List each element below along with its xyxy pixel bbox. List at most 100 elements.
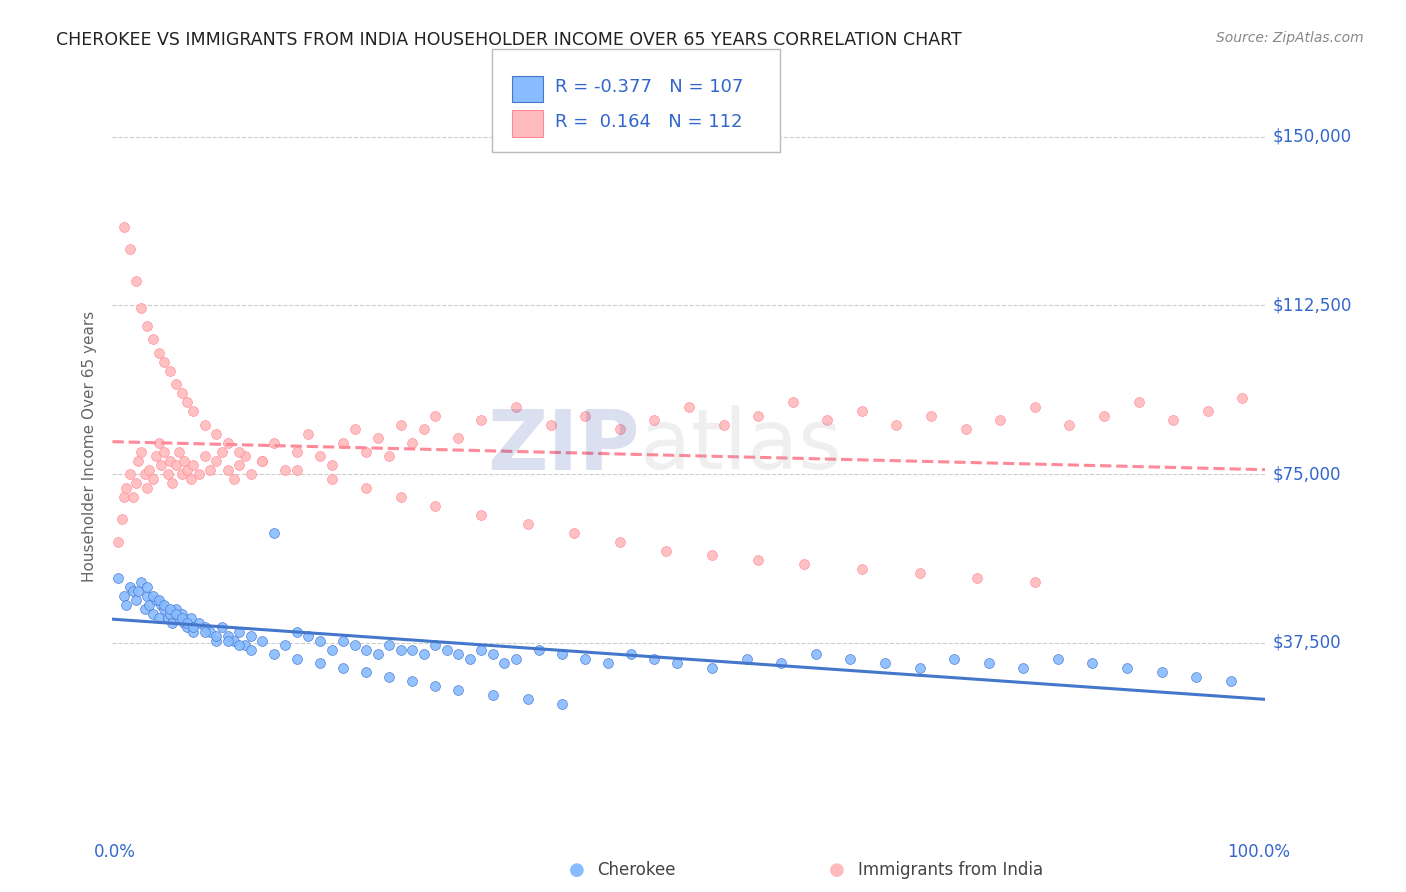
Point (309, 633, 332, 648)
Point (574, 409, 596, 423)
Point (222, 633, 245, 648)
Point (678, 400, 700, 414)
Point (908, 661, 931, 675)
Point (142, 607, 165, 621)
Point (138, 462, 160, 476)
Point (142, 472, 165, 486)
Point (200, 624, 222, 639)
Point (354, 444, 377, 458)
Point (136, 589, 159, 603)
Y-axis label: Householder Income Over 65 years: Householder Income Over 65 years (82, 310, 97, 582)
Point (228, 458, 250, 472)
Point (470, 413, 492, 427)
Point (124, 274, 146, 288)
Point (343, 638, 366, 652)
Point (129, 301, 153, 315)
Text: Source: ZipAtlas.com: Source: ZipAtlas.com (1216, 31, 1364, 45)
Point (153, 444, 176, 458)
Point (222, 472, 245, 486)
Text: atlas: atlas (640, 406, 841, 486)
Point (321, 458, 343, 472)
Text: ●: ● (568, 861, 585, 879)
Point (239, 629, 262, 643)
Point (252, 453, 274, 467)
Point (211, 444, 233, 458)
Point (159, 607, 181, 621)
Point (920, 409, 942, 423)
Point (194, 620, 217, 634)
Point (205, 426, 228, 441)
Point (176, 395, 198, 409)
Point (165, 377, 187, 392)
Text: $112,500: $112,500 (1272, 296, 1351, 314)
Point (205, 633, 228, 648)
Point (122, 584, 145, 599)
Point (176, 462, 198, 476)
Point (700, 661, 723, 675)
Point (159, 363, 181, 377)
Point (551, 697, 574, 711)
Point (1046, 651, 1069, 665)
Text: R =  0.164   N = 112: R = 0.164 N = 112 (555, 113, 742, 131)
Point (169, 444, 191, 458)
Point (1024, 575, 1046, 590)
Point (228, 444, 250, 458)
Point (285, 651, 308, 665)
Point (1232, 391, 1254, 405)
Point (148, 593, 170, 607)
Point (239, 642, 262, 657)
Point (129, 444, 153, 458)
Point (138, 598, 160, 612)
Point (170, 611, 193, 625)
Point (127, 453, 149, 467)
Point (1185, 670, 1208, 684)
Point (181, 404, 204, 418)
Text: 100.0%: 100.0% (1227, 843, 1289, 861)
Point (115, 598, 138, 612)
Point (735, 651, 758, 665)
Point (136, 580, 159, 594)
Point (111, 512, 134, 526)
Point (173, 615, 195, 630)
Point (136, 481, 159, 495)
Point (188, 467, 211, 482)
Point (389, 490, 412, 504)
Point (107, 534, 129, 549)
Point (482, 688, 505, 702)
Point (839, 651, 862, 665)
Point (165, 607, 187, 621)
Point (886, 417, 908, 432)
Point (447, 647, 470, 661)
Point (124, 593, 146, 607)
Point (516, 692, 538, 706)
Point (252, 453, 274, 467)
Text: $75,000: $75,000 (1272, 465, 1341, 483)
Point (401, 435, 423, 450)
Point (156, 611, 179, 625)
Point (217, 629, 239, 643)
Point (205, 453, 228, 467)
Point (1128, 395, 1150, 409)
Point (470, 508, 492, 522)
Point (181, 458, 204, 472)
Point (713, 417, 735, 432)
Point (620, 647, 643, 661)
Point (378, 638, 401, 652)
Point (176, 620, 198, 634)
Point (815, 413, 838, 427)
Point (332, 435, 354, 450)
Point (134, 602, 156, 616)
Text: $37,500: $37,500 (1272, 634, 1341, 652)
Point (112, 589, 135, 603)
Text: ●: ● (828, 861, 845, 879)
Point (169, 611, 191, 625)
Point (1092, 409, 1115, 423)
Point (643, 413, 665, 427)
Point (354, 642, 377, 657)
Point (194, 417, 217, 432)
Point (1059, 417, 1081, 432)
Point (321, 642, 343, 657)
Point (1161, 413, 1184, 427)
Text: 0.0%: 0.0% (94, 843, 136, 861)
Point (378, 670, 401, 684)
